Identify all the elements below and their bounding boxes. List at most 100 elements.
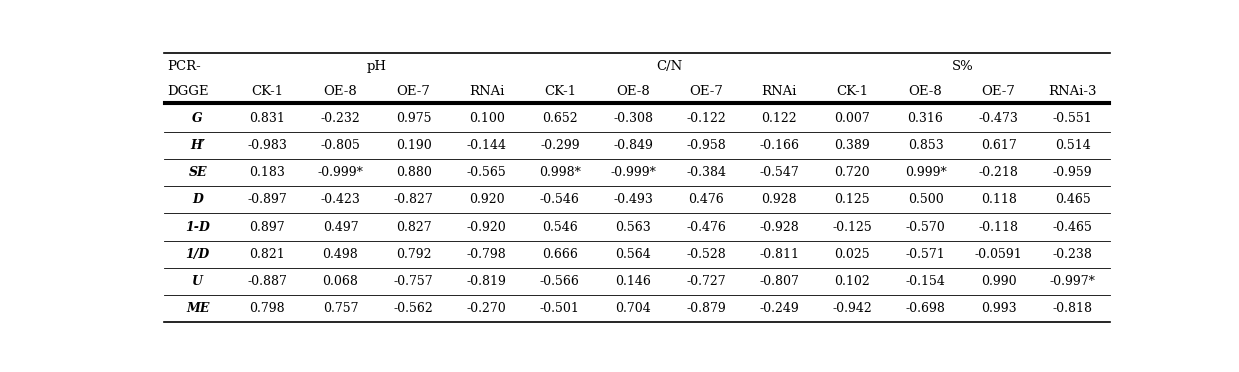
Text: OE-8: OE-8 [323, 85, 357, 98]
Text: 0.465: 0.465 [1054, 193, 1090, 206]
Text: G: G [192, 112, 203, 125]
Text: 0.928: 0.928 [762, 193, 797, 206]
Text: -0.473: -0.473 [979, 112, 1018, 125]
Text: 0.652: 0.652 [541, 112, 577, 125]
Text: 0.990: 0.990 [981, 275, 1016, 288]
Text: -0.547: -0.547 [760, 166, 799, 179]
Text: -0.849: -0.849 [613, 139, 653, 152]
Text: -0.566: -0.566 [540, 275, 580, 288]
Text: CK-1: CK-1 [836, 85, 869, 98]
Text: pH: pH [367, 60, 387, 73]
Text: 0.500: 0.500 [908, 193, 943, 206]
Text: -0.983: -0.983 [248, 139, 287, 152]
Text: -0.897: -0.897 [248, 193, 287, 206]
Text: 0.666: 0.666 [541, 248, 577, 261]
Text: -0.122: -0.122 [686, 112, 726, 125]
Text: OE-7: OE-7 [689, 85, 724, 98]
Text: -0.465: -0.465 [1053, 221, 1093, 234]
Text: -0.125: -0.125 [833, 221, 872, 234]
Text: 0.821: 0.821 [249, 248, 285, 261]
Text: 0.993: 0.993 [981, 302, 1016, 315]
Text: -0.562: -0.562 [394, 302, 434, 315]
Text: 0.546: 0.546 [541, 221, 577, 234]
Text: 0.497: 0.497 [322, 221, 358, 234]
Text: 0.617: 0.617 [981, 139, 1016, 152]
Text: 0.920: 0.920 [468, 193, 504, 206]
Text: -0.551: -0.551 [1053, 112, 1093, 125]
Text: 0.118: 0.118 [981, 193, 1016, 206]
Text: -0.154: -0.154 [906, 275, 945, 288]
Text: D: D [192, 193, 203, 206]
Text: 0.068: 0.068 [322, 275, 358, 288]
Text: -0.879: -0.879 [686, 302, 726, 315]
Text: 0.146: 0.146 [615, 275, 650, 288]
Text: -0.299: -0.299 [540, 139, 580, 152]
Text: CK-1: CK-1 [544, 85, 576, 98]
Text: 0.183: 0.183 [249, 166, 285, 179]
Text: 0.757: 0.757 [322, 302, 358, 315]
Text: -0.811: -0.811 [760, 248, 799, 261]
Text: 0.498: 0.498 [322, 248, 358, 261]
Text: RNAi: RNAi [762, 85, 797, 98]
Text: -0.118: -0.118 [979, 221, 1018, 234]
Text: 0.122: 0.122 [762, 112, 797, 125]
Text: 0.316: 0.316 [908, 112, 943, 125]
Text: -0.997*: -0.997* [1049, 275, 1095, 288]
Text: 0.792: 0.792 [395, 248, 431, 261]
Text: -0.384: -0.384 [686, 166, 726, 179]
Text: 0.720: 0.720 [835, 166, 870, 179]
Text: OE-7: OE-7 [981, 85, 1016, 98]
Text: 1-D: 1-D [185, 221, 211, 234]
Text: -0.570: -0.570 [906, 221, 945, 234]
Text: S%: S% [953, 60, 974, 73]
Text: 0.102: 0.102 [835, 275, 870, 288]
Text: 0.007: 0.007 [835, 112, 870, 125]
Text: PCR-: PCR- [167, 60, 201, 73]
Text: 0.564: 0.564 [615, 248, 650, 261]
Text: 0.125: 0.125 [835, 193, 870, 206]
Text: 0.999*: 0.999* [904, 166, 947, 179]
Text: -0.270: -0.270 [467, 302, 507, 315]
Text: -0.798: -0.798 [467, 248, 507, 261]
Text: -0.501: -0.501 [540, 302, 580, 315]
Text: -0.0591: -0.0591 [975, 248, 1022, 261]
Text: 0.100: 0.100 [468, 112, 504, 125]
Text: -0.727: -0.727 [686, 275, 726, 288]
Text: -0.476: -0.476 [686, 221, 726, 234]
Text: 0.704: 0.704 [615, 302, 650, 315]
Text: -0.999*: -0.999* [610, 166, 655, 179]
Text: -0.493: -0.493 [613, 193, 653, 206]
Text: -0.920: -0.920 [467, 221, 507, 234]
Text: 0.853: 0.853 [908, 139, 943, 152]
Text: CK-1: CK-1 [252, 85, 284, 98]
Text: 0.897: 0.897 [249, 221, 285, 234]
Text: 0.389: 0.389 [835, 139, 870, 152]
Text: ME: ME [186, 302, 209, 315]
Text: -0.819: -0.819 [467, 275, 507, 288]
Text: SE: SE [188, 166, 207, 179]
Text: -0.928: -0.928 [760, 221, 799, 234]
Text: -0.959: -0.959 [1053, 166, 1093, 179]
Text: -0.528: -0.528 [686, 248, 726, 261]
Text: -0.565: -0.565 [467, 166, 507, 179]
Text: 0.025: 0.025 [835, 248, 870, 261]
Text: 0.514: 0.514 [1054, 139, 1090, 152]
Text: -0.827: -0.827 [394, 193, 434, 206]
Text: 0.831: 0.831 [249, 112, 285, 125]
Text: -0.999*: -0.999* [317, 166, 363, 179]
Text: -0.942: -0.942 [833, 302, 872, 315]
Text: 0.798: 0.798 [249, 302, 285, 315]
Text: 0.476: 0.476 [688, 193, 724, 206]
Text: DGGE: DGGE [167, 85, 209, 98]
Text: H′: H′ [190, 139, 206, 152]
Text: -0.232: -0.232 [321, 112, 361, 125]
Text: -0.698: -0.698 [906, 302, 945, 315]
Text: -0.818: -0.818 [1053, 302, 1093, 315]
Text: -0.805: -0.805 [321, 139, 361, 152]
Text: -0.308: -0.308 [613, 112, 653, 125]
Text: RNAi-3: RNAi-3 [1048, 85, 1097, 98]
Text: -0.218: -0.218 [979, 166, 1018, 179]
Text: -0.238: -0.238 [1053, 248, 1093, 261]
Text: OE-7: OE-7 [396, 85, 430, 98]
Text: U: U [192, 275, 203, 288]
